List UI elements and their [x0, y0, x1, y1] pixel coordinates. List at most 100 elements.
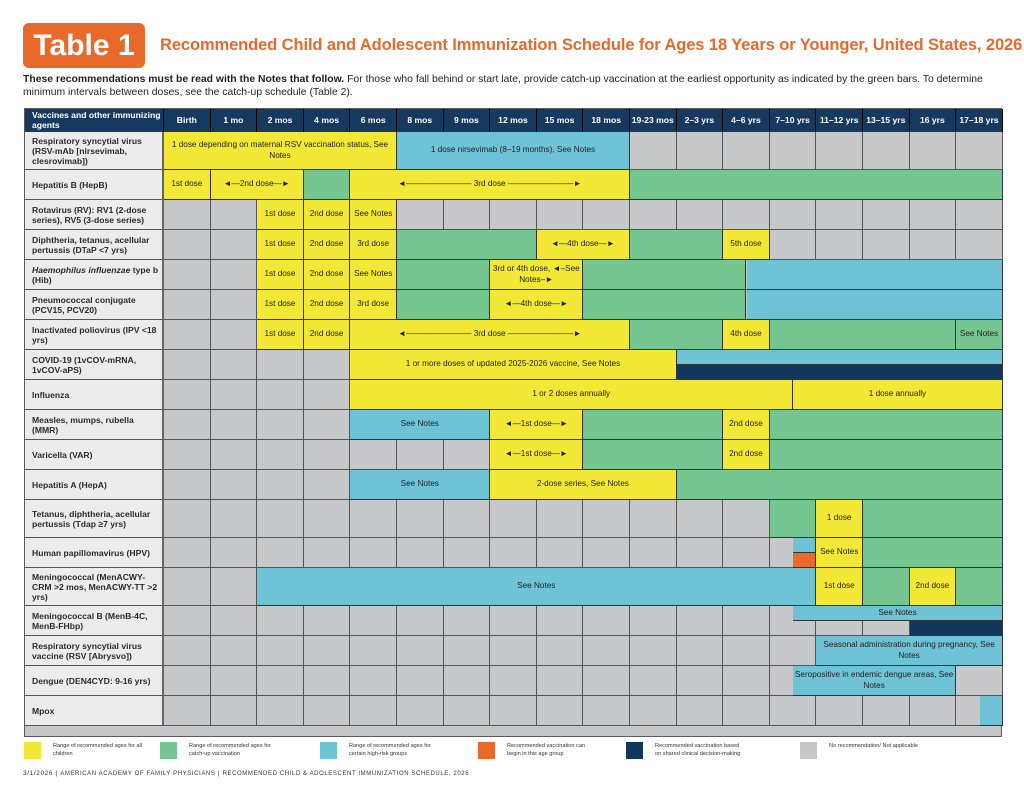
schedule-bar: 1 or more doses of updated 2025-2026 vac…	[350, 350, 677, 380]
legend-item: No recommendation/ Not applicable	[800, 742, 919, 759]
schedule-bar: 2nd dose	[303, 290, 351, 320]
empty-cell	[723, 636, 770, 666]
schedule-bar: 1st dose	[816, 568, 863, 606]
vaccine-label: Rotavirus (RV): RV1 (2-dose series), RV5…	[25, 200, 164, 230]
schedule-bar: 1st dose	[257, 290, 304, 320]
schedule-bar	[630, 230, 724, 260]
empty-cell	[956, 200, 1003, 230]
schedule-bar: See Notes	[257, 568, 817, 606]
vaccine-label: Varicella (VAR)	[25, 440, 164, 470]
column-header: 1 mo	[210, 109, 258, 132]
empty-cell	[956, 666, 1003, 696]
empty-cell	[676, 666, 724, 696]
schedule-bar	[793, 553, 817, 568]
empty-cell	[723, 500, 770, 538]
empty-cell	[210, 260, 258, 290]
empty-cell	[630, 696, 677, 726]
vaccine-label: Inactivated poliovirus (IPV <18 yrs)	[25, 320, 164, 350]
vaccine-label: Hepatitis B (HepB)	[25, 170, 164, 200]
empty-cell	[769, 132, 817, 170]
schedule-bar: See Notes	[350, 260, 397, 290]
empty-cell	[164, 500, 211, 538]
empty-cell	[630, 606, 677, 636]
column-header: 8 mos	[397, 109, 444, 132]
empty-cell	[164, 380, 211, 410]
empty-cell	[164, 636, 211, 666]
empty-cell	[536, 666, 584, 696]
schedule-bar: 2nd dose	[303, 320, 351, 350]
vaccine-label: Human papillomavirus (HPV)	[25, 538, 164, 568]
footer-date: 3/1/2026	[23, 770, 54, 777]
empty-cell	[210, 440, 258, 470]
schedule-bar	[863, 538, 1003, 568]
empty-cell	[303, 636, 351, 666]
empty-cell	[583, 606, 630, 636]
empty-cell	[630, 636, 677, 666]
schedule-bar	[397, 290, 491, 320]
footer-doc: Recommended Child & Adolescent Immunizat…	[222, 771, 470, 777]
empty-cell	[303, 440, 351, 470]
empty-cell	[257, 440, 304, 470]
immunization-schedule-table: Vaccines and other immunizing agents Birt…	[24, 108, 1003, 737]
schedule-bar: 1st dose	[257, 260, 304, 290]
schedule-bar: 2nd dose	[909, 568, 957, 606]
schedule-bar: 1 dose annually	[793, 380, 1003, 410]
empty-cell	[816, 200, 863, 230]
empty-cell	[583, 636, 630, 666]
empty-cell	[303, 470, 351, 500]
empty-cell	[397, 636, 444, 666]
schedule-bar: See Notes	[793, 606, 1003, 621]
legend-item: Range of recommended ages for catch-up v…	[160, 742, 279, 759]
empty-cell	[164, 350, 211, 380]
column-header: 18 mos	[583, 109, 630, 132]
empty-cell	[490, 696, 537, 726]
empty-cell	[630, 500, 677, 538]
legend-swatch	[24, 742, 41, 759]
empty-cell	[164, 410, 211, 440]
legend-text: Recommended vaccination based on shared …	[655, 743, 741, 757]
empty-cell	[350, 696, 397, 726]
schedule-bar: 1 dose nirsevimab (8–19 months), See Not…	[397, 132, 630, 170]
vaccine-label: Tetanus, diphtheria, acellular pertussis…	[25, 500, 164, 538]
empty-cell	[536, 538, 584, 568]
empty-cell	[350, 666, 397, 696]
empty-cell	[676, 636, 724, 666]
empty-cell	[164, 320, 211, 350]
schedule-bar	[909, 621, 1003, 636]
schedule-bar: 2nd dose	[303, 260, 351, 290]
vaccine-label: Meningococcal B (MenB-4C, MenB-FHbp)	[25, 606, 164, 636]
schedule-bar: 3rd dose	[350, 230, 397, 260]
empty-cell	[723, 606, 770, 636]
legend-item: Recommended vaccination based on shared …	[626, 742, 745, 759]
empty-cell	[443, 636, 491, 666]
empty-cell	[164, 666, 211, 696]
empty-cell	[257, 380, 304, 410]
empty-cell	[816, 696, 863, 726]
schedule-bar	[676, 470, 1003, 500]
empty-cell	[443, 696, 491, 726]
schedule-bar: 1st dose	[257, 230, 304, 260]
vaccine-label: Dengue (DEN4CYD: 9-16 yrs)	[25, 666, 164, 696]
empty-cell	[676, 538, 724, 568]
empty-cell	[723, 696, 770, 726]
empty-cell	[863, 132, 910, 170]
empty-cell	[956, 230, 1003, 260]
schedule-bar	[630, 320, 724, 350]
schedule-bar: See Notes	[816, 538, 863, 568]
empty-cell	[863, 200, 910, 230]
empty-cell	[676, 500, 724, 538]
empty-cell	[257, 636, 304, 666]
schedule-bar: Seropositive in endemic dengue areas, Se…	[793, 666, 957, 696]
schedule-bar: 2nd dose	[303, 200, 351, 230]
empty-cell	[536, 200, 584, 230]
empty-cell	[210, 636, 258, 666]
empty-cell	[210, 320, 258, 350]
empty-cell	[164, 470, 211, 500]
vaccine-label: Meningococcal (MenACWY-CRM >2 mos, MenAC…	[25, 568, 164, 606]
schedule-bar: 1st dose	[257, 200, 304, 230]
schedule-bar: ◄—1st dose—►	[490, 440, 584, 470]
schedule-bar	[630, 170, 1003, 200]
empty-cell	[397, 538, 444, 568]
schedule-bar	[397, 260, 491, 290]
schedule-bar	[676, 350, 1003, 365]
